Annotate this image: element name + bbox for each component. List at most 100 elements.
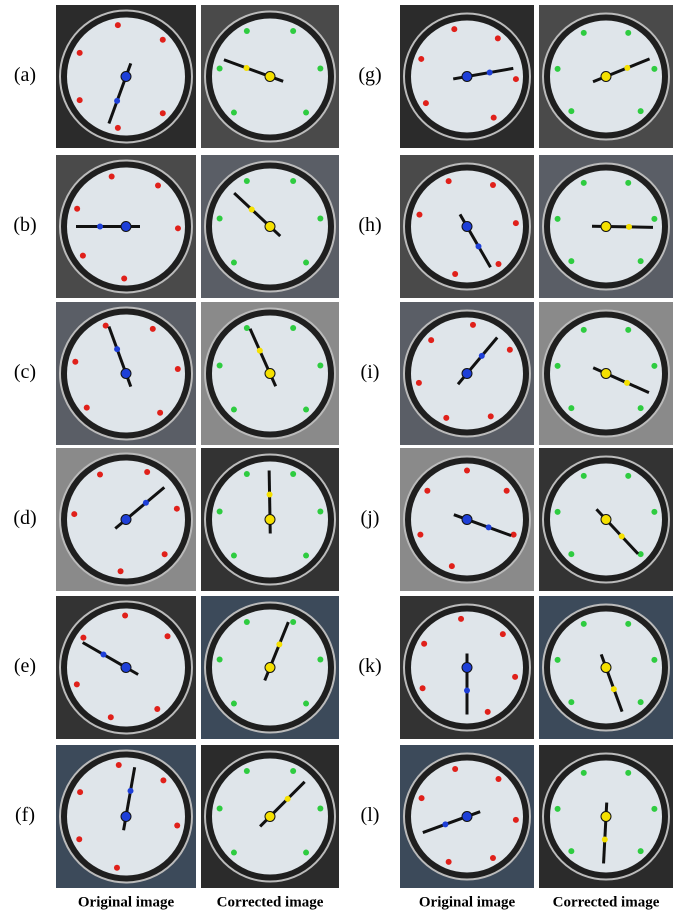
gauge-center — [120, 514, 132, 525]
keypoint — [83, 404, 90, 411]
gauge-image — [400, 448, 534, 591]
keypoint — [651, 65, 658, 72]
gauge-image — [201, 302, 339, 445]
keypoint — [452, 271, 459, 278]
keypoint — [108, 173, 115, 180]
needle-point — [475, 243, 482, 250]
keypoint — [174, 365, 181, 372]
needle-point — [114, 346, 121, 353]
keypoint — [114, 22, 121, 29]
keypoint — [155, 182, 162, 189]
panel-label: (a) — [14, 64, 36, 86]
keypoint — [568, 848, 575, 855]
keypoint — [216, 508, 223, 515]
panel-label: (c) — [14, 361, 36, 383]
gauge-image — [56, 155, 196, 298]
gauge-center — [461, 811, 473, 822]
keypoint — [651, 362, 658, 369]
keypoint — [554, 215, 561, 222]
gauge-center — [461, 662, 473, 673]
keypoint — [625, 769, 632, 776]
keypoint — [216, 65, 223, 72]
gauge-center — [264, 221, 276, 232]
gauge-image — [539, 596, 673, 739]
gauge-center — [120, 368, 132, 379]
keypoint — [243, 28, 250, 35]
gauge-image — [400, 155, 534, 298]
keypoint — [554, 362, 561, 369]
keypoint — [317, 656, 324, 663]
needle-point — [276, 641, 283, 648]
panel-label: (b) — [13, 214, 36, 236]
keypoint — [554, 656, 561, 663]
gauge-center — [600, 662, 612, 673]
keypoint — [164, 633, 171, 640]
keypoint — [445, 858, 452, 865]
keypoint — [230, 109, 237, 116]
panel-label: (g) — [358, 64, 381, 86]
keypoint — [568, 405, 575, 412]
keypoint — [625, 29, 632, 36]
keypoint — [452, 765, 459, 772]
keypoint — [495, 261, 502, 268]
keypoint — [303, 552, 310, 559]
keypoint — [580, 620, 587, 627]
gauge-center — [600, 514, 612, 525]
gauge-center — [600, 221, 612, 232]
needle-point — [624, 379, 631, 386]
gauge-center — [264, 368, 276, 379]
needle-point — [114, 97, 121, 104]
panel-label: (d) — [13, 507, 36, 529]
needle-point — [618, 533, 625, 540]
keypoint — [216, 656, 223, 663]
keypoint — [568, 108, 575, 115]
needle-point — [284, 795, 291, 802]
keypoint — [303, 849, 310, 856]
gauge-image — [400, 302, 534, 445]
keypoint — [117, 568, 124, 575]
gauge-center — [600, 71, 612, 82]
keypoint — [74, 205, 81, 212]
keypoint — [651, 508, 658, 515]
keypoint — [489, 181, 496, 188]
keypoint — [469, 321, 476, 328]
keypoint — [554, 65, 561, 72]
keypoint — [243, 471, 250, 478]
keypoint — [243, 619, 250, 626]
gauge-center — [264, 662, 276, 673]
needle-point — [127, 787, 134, 794]
keypoint — [625, 326, 632, 333]
keypoint — [230, 552, 237, 559]
keypoint — [243, 768, 250, 775]
keypoint — [417, 531, 424, 538]
needle-point — [464, 687, 470, 694]
keypoint — [317, 65, 324, 72]
keypoint — [448, 563, 455, 570]
keypoint — [159, 36, 166, 43]
gauge-image — [201, 448, 339, 591]
keypoint — [580, 179, 587, 186]
keypoint — [554, 508, 561, 515]
gauge-center — [264, 514, 276, 525]
gauge-image — [201, 5, 339, 148]
keypoint — [230, 406, 237, 413]
gauge-image — [539, 745, 673, 888]
keypoint — [637, 551, 644, 558]
keypoint — [290, 325, 297, 332]
gauge-center — [461, 71, 473, 82]
keypoint — [651, 656, 658, 663]
gauge-image — [539, 155, 673, 298]
keypoint — [80, 634, 87, 641]
keypoint — [568, 699, 575, 706]
needle-point — [478, 352, 485, 359]
keypoint — [495, 775, 502, 782]
keypoint — [154, 706, 161, 713]
keypoint — [651, 215, 658, 222]
gauge-center — [264, 71, 276, 82]
keypoint — [625, 472, 632, 479]
keypoint — [216, 362, 223, 369]
keypoint — [79, 252, 86, 259]
gauge-image — [56, 596, 196, 739]
needle-point — [142, 499, 149, 506]
